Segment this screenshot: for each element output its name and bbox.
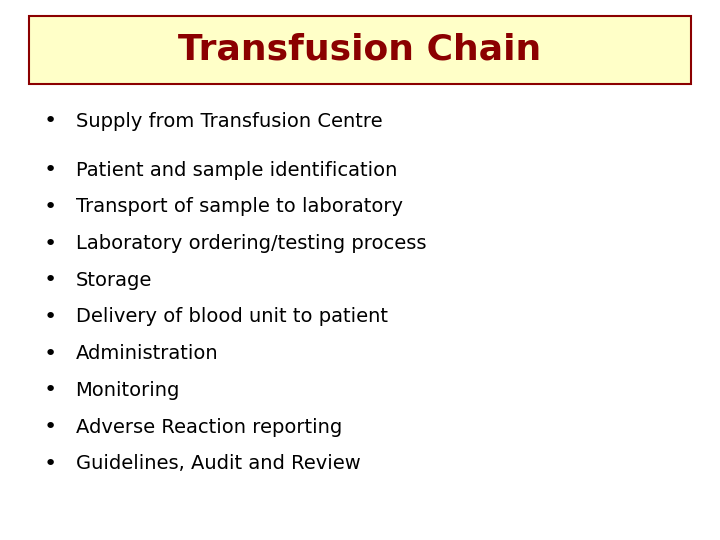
Text: •: • (44, 233, 57, 254)
Text: •: • (44, 380, 57, 401)
Text: •: • (44, 197, 57, 217)
Text: Transport of sample to laboratory: Transport of sample to laboratory (76, 197, 402, 217)
Text: •: • (44, 307, 57, 327)
Text: Storage: Storage (76, 271, 152, 290)
Text: •: • (44, 343, 57, 364)
Text: Guidelines, Audit and Review: Guidelines, Audit and Review (76, 454, 360, 474)
FancyBboxPatch shape (29, 16, 691, 84)
Text: •: • (44, 111, 57, 132)
Text: Laboratory ordering/testing process: Laboratory ordering/testing process (76, 234, 426, 253)
Text: •: • (44, 270, 57, 291)
Text: Administration: Administration (76, 344, 218, 363)
Text: Supply from Transfusion Centre: Supply from Transfusion Centre (76, 112, 382, 131)
Text: •: • (44, 417, 57, 437)
Text: Adverse Reaction reporting: Adverse Reaction reporting (76, 417, 342, 437)
Text: Transfusion Chain: Transfusion Chain (179, 33, 541, 67)
Text: Monitoring: Monitoring (76, 381, 180, 400)
Text: •: • (44, 454, 57, 474)
Text: Delivery of blood unit to patient: Delivery of blood unit to patient (76, 307, 387, 327)
Text: •: • (44, 160, 57, 180)
Text: Patient and sample identification: Patient and sample identification (76, 160, 397, 180)
